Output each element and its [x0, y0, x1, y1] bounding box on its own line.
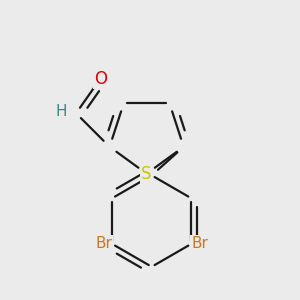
Text: Br: Br	[95, 236, 112, 251]
Text: Br: Br	[191, 236, 208, 251]
Text: S: S	[141, 165, 152, 183]
Text: O: O	[94, 70, 107, 88]
Text: H: H	[55, 104, 67, 119]
